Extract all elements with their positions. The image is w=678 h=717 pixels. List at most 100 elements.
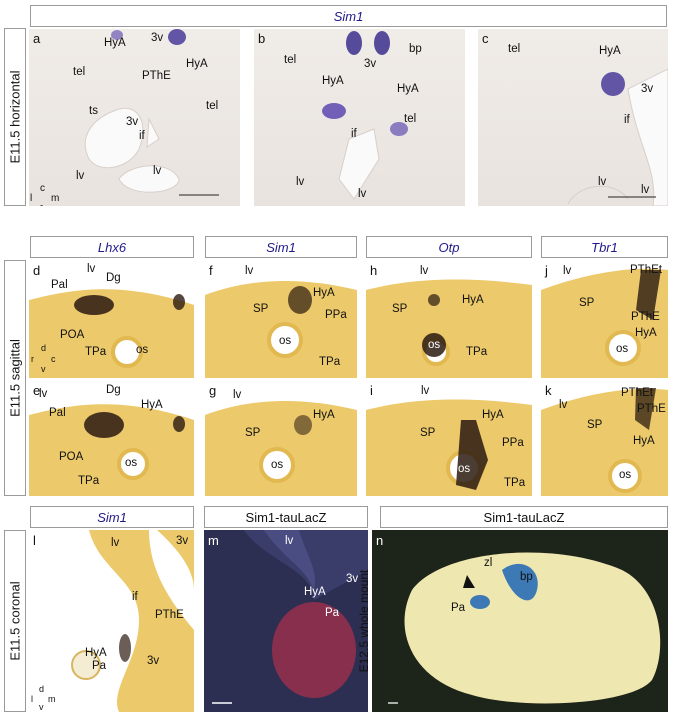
label-hya: HyA	[635, 327, 657, 339]
label-pal: Pal	[51, 279, 68, 291]
label-ts: ts	[89, 105, 98, 117]
label-hya: HyA	[304, 586, 326, 598]
label-tpa: TPa	[504, 477, 526, 489]
label-3v: 3v	[346, 573, 359, 585]
panel-d-image	[29, 260, 194, 378]
label-if: if	[132, 591, 138, 603]
panel-a-image	[84, 29, 219, 196]
label-dg: Dg	[106, 384, 121, 396]
label-os: os	[616, 343, 629, 355]
panel-b: b bp 3v tel HyA HyA tel if lv lv	[254, 29, 465, 206]
label-hya: HyA	[462, 294, 484, 306]
axis-m: m	[48, 694, 56, 704]
panel-b-letter: b	[258, 31, 266, 46]
panel-i: i lv SP HyA PPa os TPa	[366, 380, 532, 496]
panel-f-letter: f	[209, 263, 213, 278]
axis-c: c	[51, 354, 56, 364]
panel-k-image	[541, 380, 668, 496]
label-hya: HyA	[104, 37, 126, 49]
label-lv: lv	[245, 265, 254, 277]
label-hya: HyA	[85, 647, 107, 659]
panel-k: k lv PThEt PThE SP HyA os	[541, 380, 668, 496]
panel-k-letter: k	[545, 383, 552, 398]
label-pthe: PThE	[155, 609, 184, 621]
label-lv: lv	[421, 385, 430, 397]
label-hya: HyA	[322, 75, 344, 87]
panel-f: f lv SP HyA PPa os TPa	[205, 260, 357, 378]
axis-l: l	[31, 694, 33, 704]
panel-f-image	[205, 260, 357, 378]
label-zl: zl	[484, 557, 493, 569]
axis-l: l	[30, 193, 33, 204]
panel-m-image	[212, 530, 368, 704]
panel-e: e lv Pal Dg HyA POA os TPa	[29, 380, 194, 496]
label-tel: tel	[404, 113, 417, 125]
label-os: os	[271, 459, 284, 471]
axis-c: c	[40, 183, 45, 194]
label-lv: lv	[87, 263, 96, 275]
label-if: if	[139, 130, 145, 142]
label-tpa: TPa	[85, 346, 107, 358]
header-sim1-top: Sim1	[30, 5, 667, 27]
panel-n: n zl bp Pa	[372, 530, 668, 712]
label-os: os	[136, 344, 149, 356]
label-lv: lv	[111, 537, 120, 549]
panel-g: g lv SP HyA os	[205, 380, 357, 496]
label-tpa: TPa	[319, 356, 341, 368]
side-label-sagittal: E11.5 sagittal	[4, 260, 26, 496]
panel-h-image	[366, 260, 532, 378]
label-os: os	[619, 469, 632, 481]
label-pthe: PThE	[631, 311, 660, 323]
label-lv: lv	[233, 389, 242, 401]
label-lv: lv	[641, 184, 650, 196]
axis-r: r	[31, 354, 34, 364]
label-hya: HyA	[599, 45, 621, 57]
panel-d-letter: d	[33, 263, 41, 278]
label-lv: lv	[39, 388, 48, 400]
panel-a-letter: a	[33, 31, 41, 46]
panel-i-image	[366, 380, 532, 496]
header-tbr1: Tbr1	[541, 236, 668, 258]
label-sp: SP	[420, 427, 436, 439]
panel-i-letter: i	[370, 383, 373, 398]
label-poa: POA	[59, 451, 84, 463]
panel-h: h lv SP HyA os TPa	[366, 260, 532, 378]
label-tpa: TPa	[466, 346, 488, 358]
label-tel: tel	[73, 66, 86, 78]
panel-j-image	[541, 260, 668, 378]
panel-b-image	[322, 31, 408, 200]
label-pthe: PThE	[637, 403, 666, 415]
label-lv: lv	[563, 265, 572, 277]
label-hya: HyA	[482, 409, 504, 421]
label-os: os	[428, 339, 441, 351]
label-tel: tel	[508, 43, 521, 55]
label-lv: lv	[420, 265, 429, 277]
label-sp: SP	[587, 419, 603, 431]
label-tpa: TPa	[78, 475, 100, 487]
label-ppa: PPa	[502, 437, 524, 449]
panel-l-image	[71, 530, 194, 712]
label-pa: Pa	[325, 607, 340, 619]
panel-g-letter: g	[209, 383, 217, 398]
label-poa: POA	[60, 329, 85, 341]
header-lhx6: Lhx6	[30, 236, 194, 258]
label-tel: tel	[284, 54, 297, 66]
label-os: os	[125, 457, 138, 469]
label-lv: lv	[598, 176, 607, 188]
panel-n-letter: n	[376, 533, 384, 548]
panel-c: c tel HyA 3v if lv lv	[478, 29, 668, 206]
label-hya: HyA	[633, 435, 655, 447]
panel-e-image	[29, 380, 194, 496]
header-otp: Otp	[366, 236, 532, 258]
label-bp: bp	[520, 571, 533, 583]
label-dg: Dg	[106, 272, 121, 284]
label-if: if	[351, 128, 357, 140]
label-sp: SP	[579, 297, 595, 309]
header-sim1: Sim1	[205, 236, 357, 258]
side-label-whole-mount: E12.5 whole mount	[357, 569, 371, 673]
side-label-coronal: E11.5 coronal	[4, 530, 26, 712]
panel-j-letter: j	[545, 263, 548, 278]
panel-d: d lv Pal Dg POA TPa os d r c v	[29, 260, 194, 378]
axis-r: r	[40, 203, 43, 207]
label-if: if	[624, 114, 630, 126]
